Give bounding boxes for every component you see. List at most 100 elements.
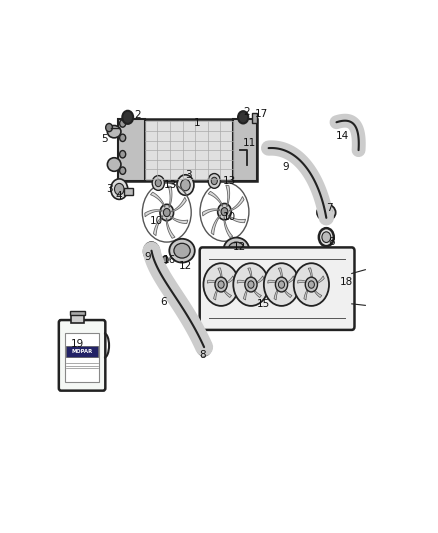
Circle shape <box>114 183 124 195</box>
Polygon shape <box>244 287 249 300</box>
Circle shape <box>163 208 170 216</box>
Polygon shape <box>151 192 165 207</box>
Polygon shape <box>153 216 163 236</box>
Ellipse shape <box>320 207 332 217</box>
Circle shape <box>144 243 159 261</box>
Polygon shape <box>223 288 232 297</box>
Polygon shape <box>304 287 309 300</box>
Bar <box>233 119 257 181</box>
Circle shape <box>248 281 254 288</box>
Polygon shape <box>268 280 279 283</box>
Text: 1: 1 <box>194 118 201 128</box>
Text: 5: 5 <box>102 134 108 144</box>
Text: 13: 13 <box>163 180 177 190</box>
Polygon shape <box>214 287 219 300</box>
Circle shape <box>120 120 126 127</box>
Circle shape <box>322 232 331 243</box>
Circle shape <box>120 150 126 158</box>
Bar <box>124 188 133 195</box>
Ellipse shape <box>228 242 244 257</box>
Polygon shape <box>248 268 252 281</box>
Circle shape <box>160 204 173 221</box>
Circle shape <box>208 174 220 188</box>
Polygon shape <box>313 288 322 297</box>
Polygon shape <box>211 215 221 235</box>
Circle shape <box>148 247 155 256</box>
Bar <box>70 311 85 315</box>
Ellipse shape <box>107 125 121 138</box>
Polygon shape <box>207 280 218 283</box>
Text: 18: 18 <box>339 277 353 287</box>
Polygon shape <box>254 276 264 284</box>
Circle shape <box>181 179 190 191</box>
Bar <box>117 119 257 181</box>
Text: 17: 17 <box>254 109 268 119</box>
Circle shape <box>200 343 208 352</box>
Circle shape <box>203 263 239 306</box>
Circle shape <box>106 124 113 132</box>
Circle shape <box>264 263 299 306</box>
Polygon shape <box>283 288 292 297</box>
Polygon shape <box>229 197 244 211</box>
Bar <box>65 333 99 382</box>
Circle shape <box>218 281 224 288</box>
Text: 4: 4 <box>116 191 123 201</box>
Polygon shape <box>274 287 279 300</box>
Bar <box>66 346 98 358</box>
Ellipse shape <box>317 204 336 221</box>
Circle shape <box>276 277 288 292</box>
Text: 9: 9 <box>145 252 152 262</box>
Polygon shape <box>224 276 234 284</box>
Text: 10: 10 <box>150 216 163 226</box>
Circle shape <box>111 179 128 199</box>
Circle shape <box>238 111 248 124</box>
Circle shape <box>211 177 217 184</box>
Circle shape <box>155 179 161 187</box>
Circle shape <box>245 277 257 292</box>
Polygon shape <box>208 191 223 206</box>
Text: 16: 16 <box>163 255 176 265</box>
Circle shape <box>197 339 211 356</box>
Bar <box>71 315 84 322</box>
Circle shape <box>308 281 314 288</box>
Text: 12: 12 <box>233 241 247 252</box>
Text: 2: 2 <box>134 110 141 120</box>
Polygon shape <box>168 186 172 207</box>
Polygon shape <box>308 268 312 281</box>
Text: MOPAR: MOPAR <box>71 349 93 354</box>
Circle shape <box>279 281 285 288</box>
Text: 9: 9 <box>282 163 289 172</box>
FancyBboxPatch shape <box>200 247 354 330</box>
Circle shape <box>177 175 194 195</box>
Circle shape <box>152 175 164 190</box>
Text: 3: 3 <box>186 170 192 180</box>
FancyBboxPatch shape <box>59 320 105 391</box>
Circle shape <box>305 277 318 292</box>
Circle shape <box>221 207 228 216</box>
Circle shape <box>319 228 334 246</box>
Polygon shape <box>202 209 220 216</box>
Bar <box>251 113 257 124</box>
Text: 10: 10 <box>223 212 236 222</box>
Polygon shape <box>228 215 246 223</box>
Polygon shape <box>218 268 222 281</box>
Polygon shape <box>166 219 175 238</box>
Text: 12: 12 <box>179 261 192 271</box>
Circle shape <box>120 134 126 142</box>
Text: 14: 14 <box>336 131 349 141</box>
Text: 6: 6 <box>160 297 167 307</box>
Text: 3: 3 <box>106 184 113 194</box>
Polygon shape <box>224 217 233 238</box>
Polygon shape <box>172 197 186 212</box>
Polygon shape <box>226 185 230 207</box>
Polygon shape <box>314 276 324 284</box>
Circle shape <box>122 111 133 124</box>
Ellipse shape <box>170 239 195 263</box>
Circle shape <box>215 277 227 292</box>
Polygon shape <box>252 288 261 297</box>
Polygon shape <box>285 276 294 284</box>
Polygon shape <box>278 268 283 281</box>
Ellipse shape <box>107 158 121 171</box>
Text: 13: 13 <box>223 176 236 186</box>
Bar <box>117 119 145 181</box>
